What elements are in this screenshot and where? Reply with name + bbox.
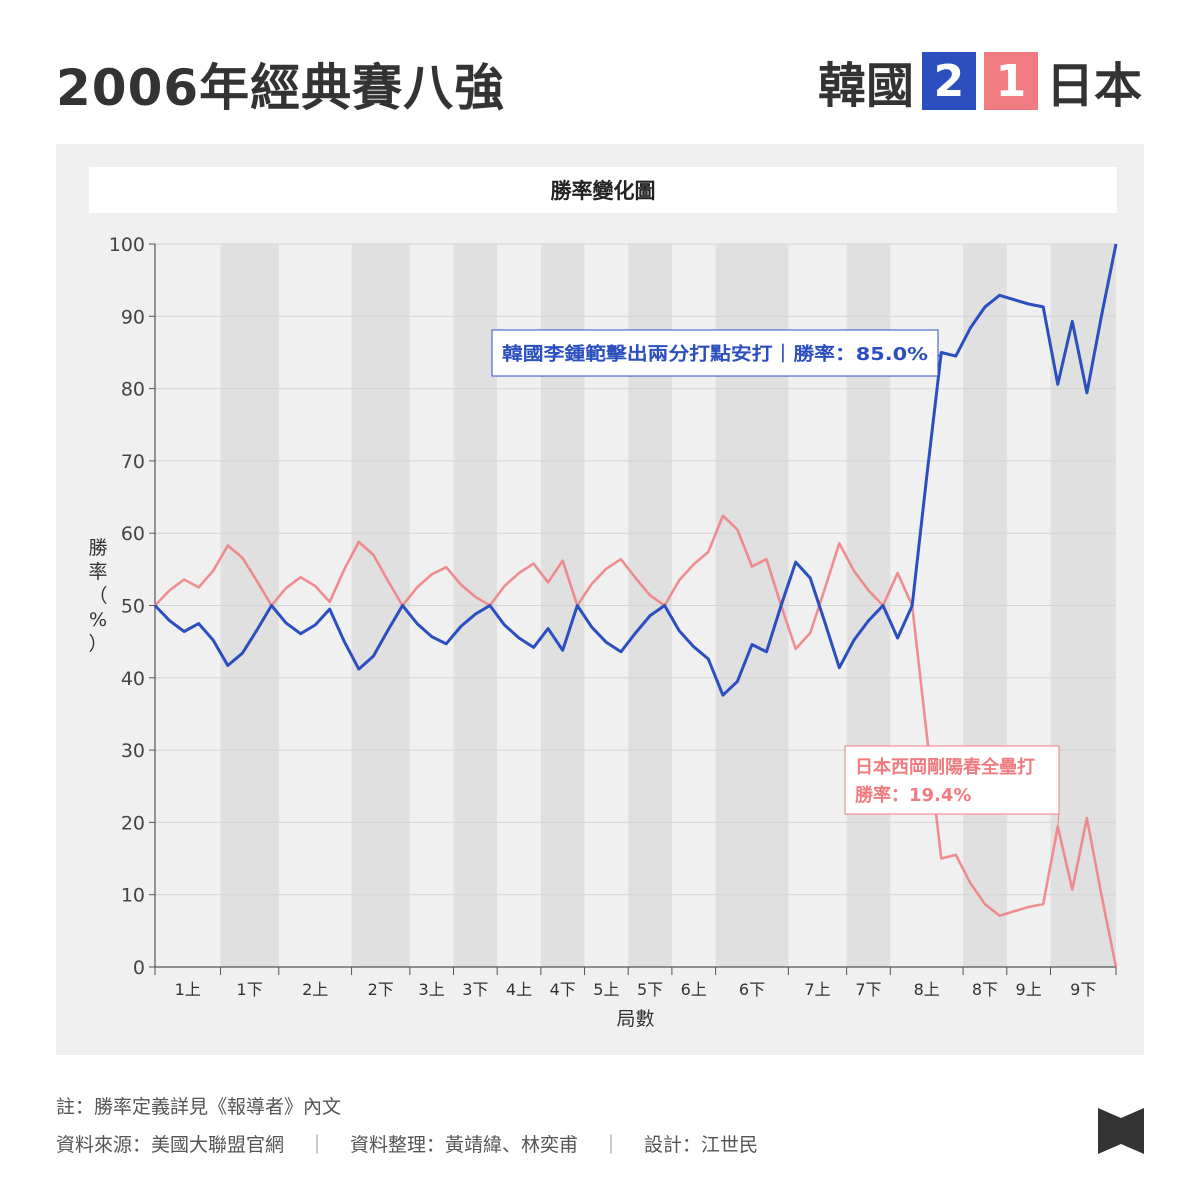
annotation-leader	[937, 352, 942, 358]
y-tick-label: 30	[121, 740, 145, 762]
x-tick-label: 8下	[972, 980, 998, 999]
x-tick-label: 6下	[739, 980, 765, 999]
headline: 2006年經典賽八強	[56, 59, 506, 117]
team2-name: 日本	[1045, 58, 1142, 114]
y-axis-title-char: ）	[88, 633, 107, 655]
y-tick-label: 20	[121, 812, 145, 834]
footer-separator: ｜	[307, 1134, 327, 1156]
y-tick-label: 10	[121, 885, 145, 907]
y-axis-title-char: （	[88, 585, 107, 607]
annotation-label: 韓國李鍾範擊出兩分打點安打｜勝率：85.0%	[502, 343, 928, 365]
series-line	[153, 243, 1118, 697]
footer-credits: 資料來源：美國大聯盟官網 ｜ 資料整理：黃靖緯、林奕甫 ｜ 設計：江世民	[56, 1130, 758, 1157]
annotation-leader	[1057, 813, 1060, 827]
y-axis-title-char: %	[89, 609, 107, 631]
annotation-label: 日本西岡剛陽春全壘打	[855, 756, 1035, 778]
y-axis-title-char: 率	[88, 561, 107, 583]
footer-design: 設計：江世民	[644, 1134, 759, 1156]
x-tick-label: 7下	[855, 980, 881, 999]
y-tick-label: 100	[109, 234, 145, 256]
annotation-box	[491, 329, 939, 377]
chart-panel: 勝率變化圖 0 10 20 30 40 50 60 70 80 90 100 1上 1下 2上 2下 3上 3下…	[56, 144, 1144, 1055]
x-tick-label: 8上	[914, 980, 940, 999]
win-probability-chart: 0 10 20 30 40 50 60 70 80 90 100 1上 1下 2上 2下 3上 3下 4上 4下 5上…	[88, 234, 1118, 1030]
y-tick-label: 70	[121, 451, 145, 473]
x-tick-label: 2上	[302, 980, 328, 999]
footer-compiled: 資料整理：黃靖緯、林奕甫	[350, 1134, 579, 1156]
series-line	[154, 514, 1118, 968]
x-axis-title: 局數	[616, 1008, 654, 1030]
x-tick-label: 7上	[804, 980, 830, 999]
footer-separator: ｜	[601, 1134, 621, 1156]
x-tick-label: 4上	[506, 980, 532, 999]
y-tick-label: 90	[121, 306, 145, 328]
y-tick-label: 50	[121, 596, 145, 618]
footer-source: 資料來源：美國大聯盟官網	[56, 1134, 285, 1156]
annotation-label: 勝率：19.4%	[855, 784, 971, 806]
y-axis-title-char: 勝	[88, 537, 107, 559]
scoreboard: 韓國 2 1 日本	[818, 50, 1142, 114]
y-tick-label: 80	[121, 379, 145, 401]
x-tick-label: 9下	[1070, 980, 1096, 999]
y-tick-label: 60	[121, 523, 145, 545]
team1-score-badge: 2	[921, 52, 976, 110]
x-tick-label: 1下	[237, 980, 263, 999]
x-tick-label: 4下	[550, 980, 576, 999]
x-tick-label: 5下	[637, 980, 663, 999]
x-tick-label: 5上	[593, 980, 619, 999]
footer-note: 註：勝率定義詳見《報導者》內文	[56, 1096, 342, 1118]
x-tick-label: 1上	[175, 980, 201, 999]
y-tick-label: 0	[133, 957, 145, 979]
x-tick-label: 9上	[1016, 980, 1042, 999]
team1-name: 韓國	[817, 58, 914, 114]
y-tick-label: 40	[121, 668, 145, 690]
x-tick-label: 6上	[681, 980, 707, 999]
x-tick-label: 3下	[462, 980, 488, 999]
publisher-logo-icon	[1098, 1108, 1144, 1154]
chart-title: 勝率變化圖	[89, 167, 1117, 213]
x-tick-label: 3上	[419, 980, 445, 999]
x-tick-label: 2下	[368, 980, 394, 999]
annotation-box	[844, 745, 1060, 815]
team2-score-badge: 1	[983, 52, 1038, 110]
